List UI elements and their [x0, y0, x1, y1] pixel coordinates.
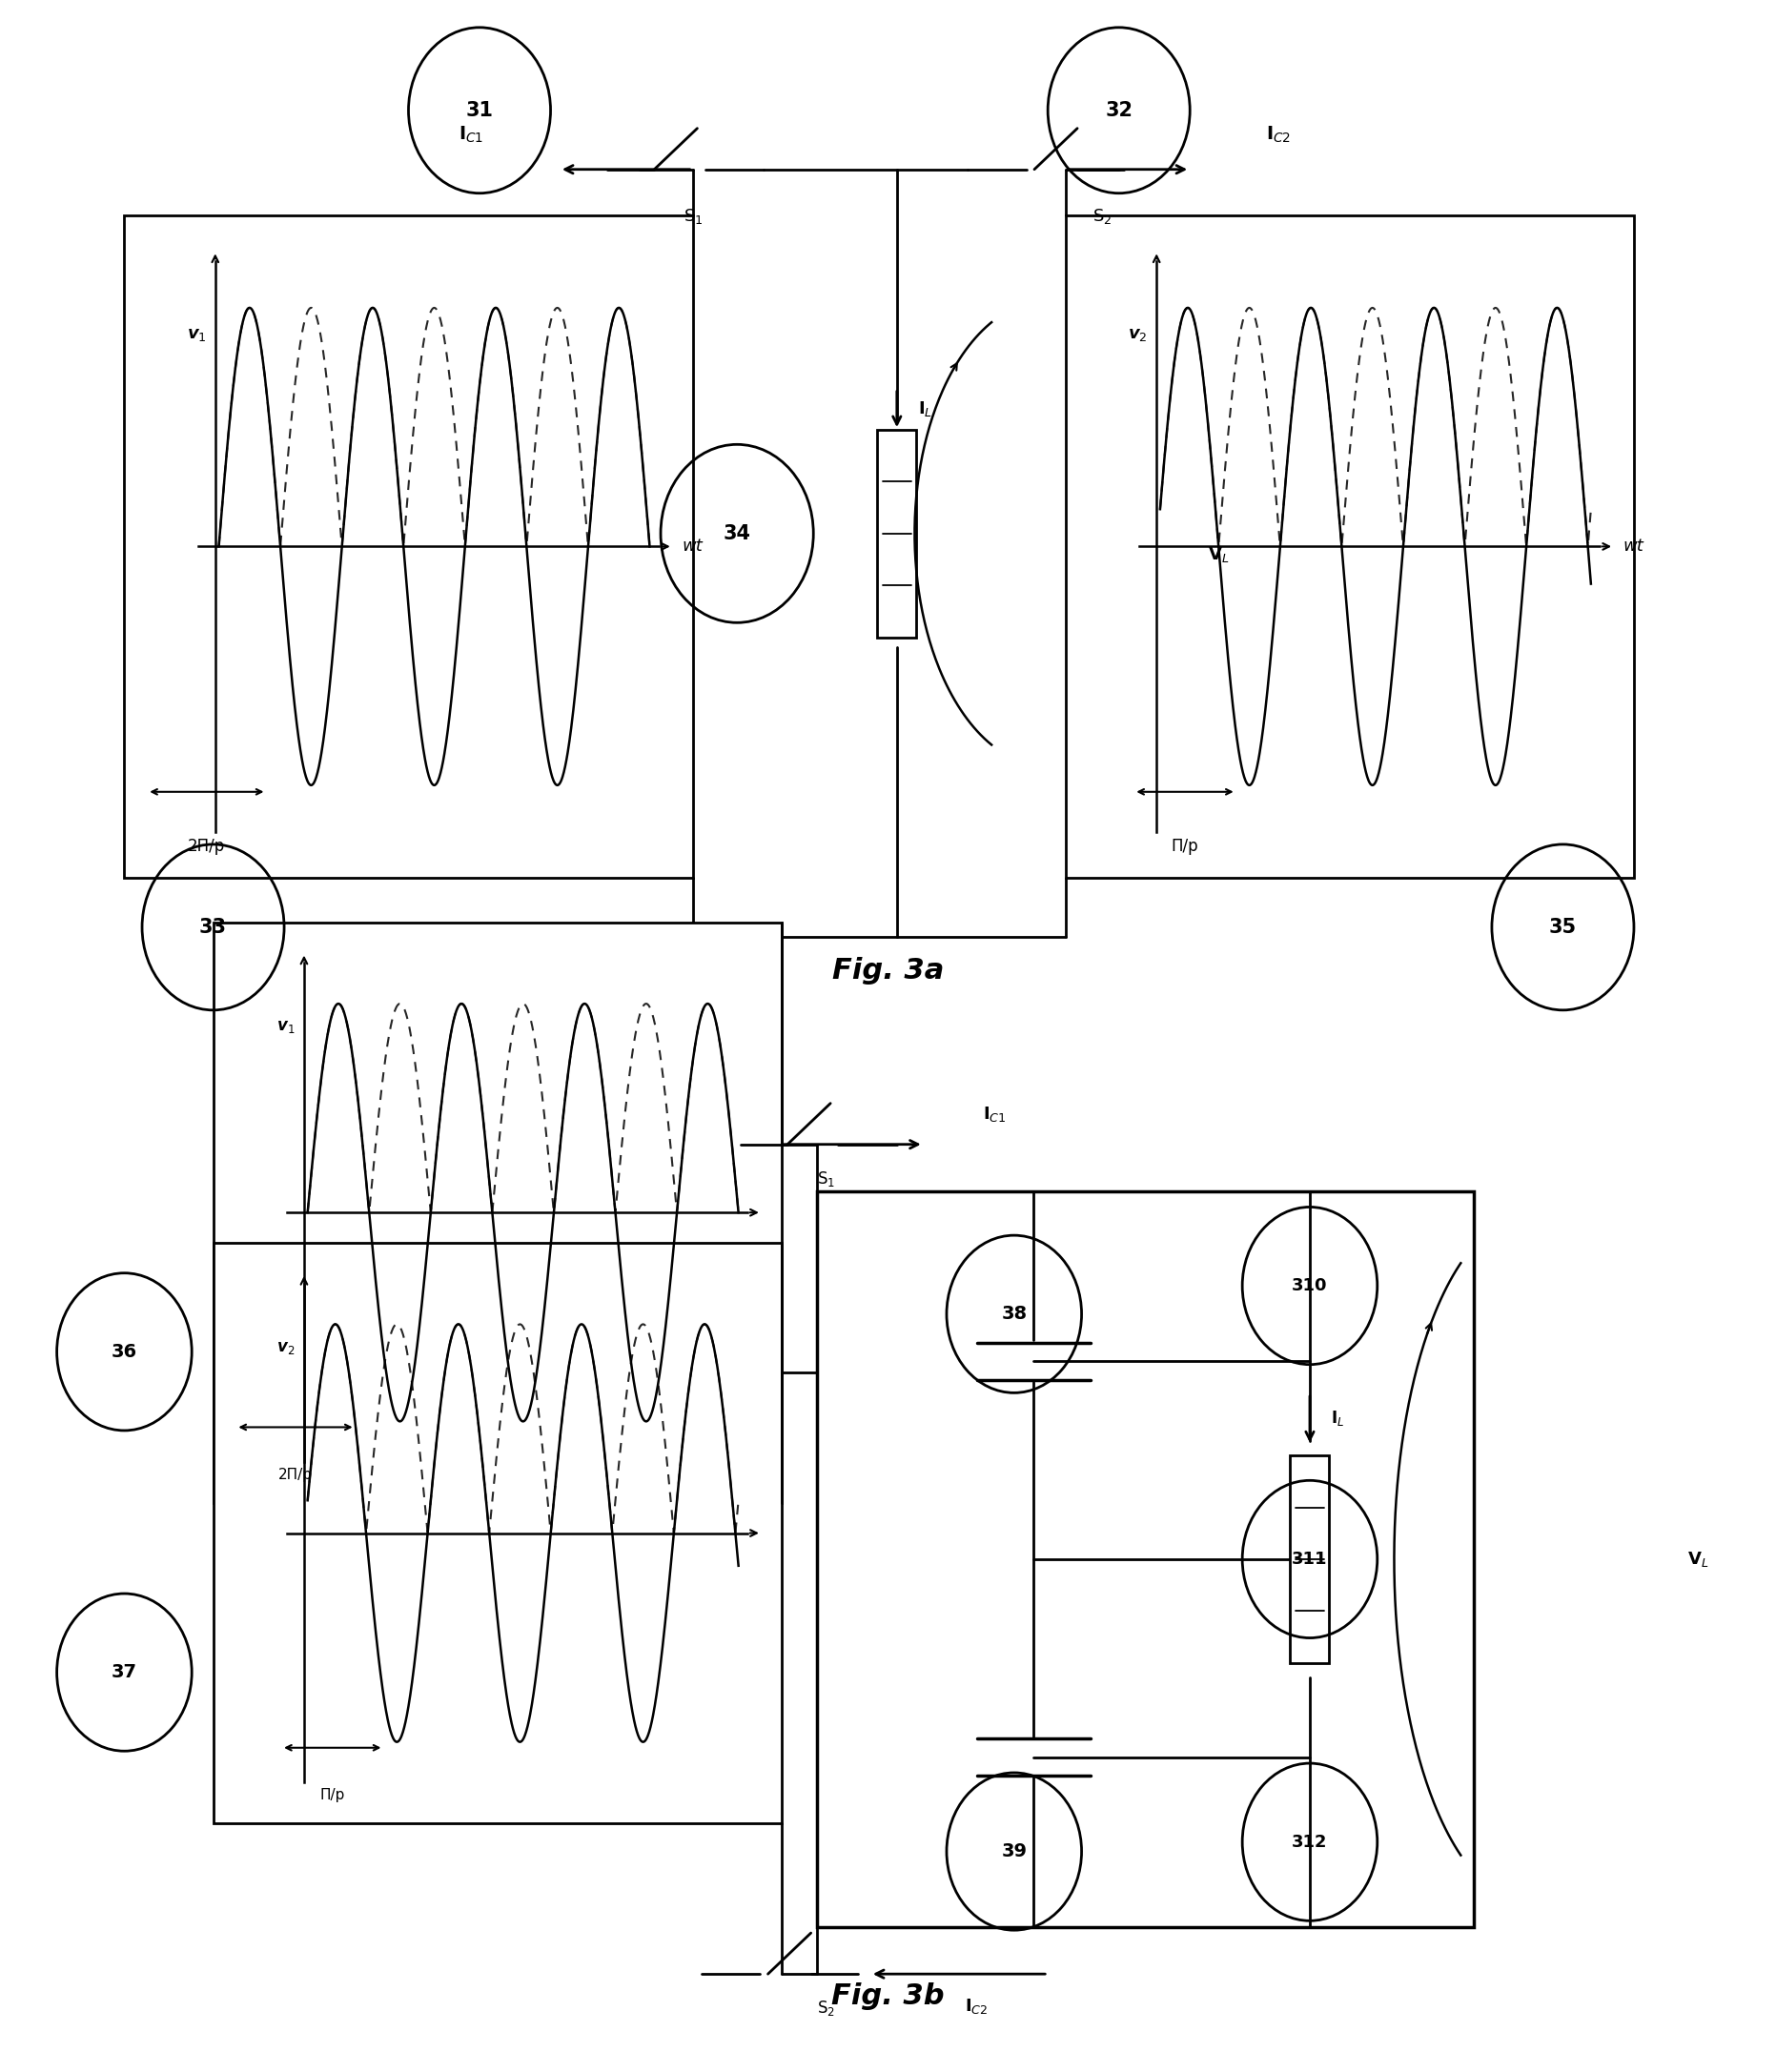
Text: 37: 37 — [112, 1664, 137, 1680]
Text: S$_1$: S$_1$ — [684, 207, 703, 226]
Bar — [124, 215, 693, 879]
Text: S$_1$: S$_1$ — [817, 1169, 835, 1187]
Text: 2Π/p: 2Π/p — [188, 839, 226, 856]
Bar — [213, 922, 781, 1502]
Text: 38: 38 — [1002, 1305, 1027, 1324]
Text: V$_L$: V$_L$ — [1687, 1550, 1709, 1569]
Text: S$_2$: S$_2$ — [817, 1999, 835, 2018]
Text: 312: 312 — [1291, 1834, 1328, 1850]
Text: 310: 310 — [1291, 1276, 1328, 1295]
Text: 311: 311 — [1291, 1550, 1328, 1569]
Text: wt: wt — [682, 539, 702, 555]
Text: 34: 34 — [723, 524, 751, 543]
Text: 33: 33 — [199, 918, 227, 937]
Text: v$_2$: v$_2$ — [1128, 325, 1147, 342]
Bar — [817, 1191, 1474, 1927]
Bar — [1066, 215, 1634, 879]
Text: Π/p: Π/p — [320, 1788, 345, 1803]
Text: S$_2$: S$_2$ — [1092, 207, 1112, 226]
Text: 36: 36 — [112, 1343, 137, 1361]
Text: Π/p: Π/p — [1172, 839, 1199, 856]
Text: I$_L$: I$_L$ — [918, 400, 932, 419]
Text: V$_L$: V$_L$ — [1208, 545, 1229, 564]
Text: wt: wt — [1623, 539, 1643, 555]
Text: 2Π/p: 2Π/p — [279, 1467, 313, 1481]
Bar — [1289, 1455, 1330, 1662]
Text: Fig. 3a: Fig. 3a — [831, 957, 945, 984]
Bar — [213, 1243, 781, 1823]
Text: I$_{C1}$: I$_{C1}$ — [458, 124, 483, 145]
Bar — [877, 431, 916, 638]
Text: I$_L$: I$_L$ — [1332, 1409, 1344, 1428]
Text: 32: 32 — [1105, 102, 1133, 120]
Text: I$_{C1}$: I$_{C1}$ — [982, 1104, 1007, 1123]
Text: 35: 35 — [1549, 918, 1577, 937]
Text: Fig. 3b: Fig. 3b — [831, 1983, 945, 2010]
Text: I$_{C2}$: I$_{C2}$ — [964, 1997, 989, 2016]
Text: I$_{C2}$: I$_{C2}$ — [1266, 124, 1291, 145]
Text: 39: 39 — [1002, 1842, 1027, 1861]
Text: v$_1$: v$_1$ — [186, 325, 206, 342]
Text: v$_2$: v$_2$ — [277, 1339, 295, 1355]
Text: v$_1$: v$_1$ — [277, 1017, 295, 1036]
Text: 31: 31 — [465, 102, 494, 120]
